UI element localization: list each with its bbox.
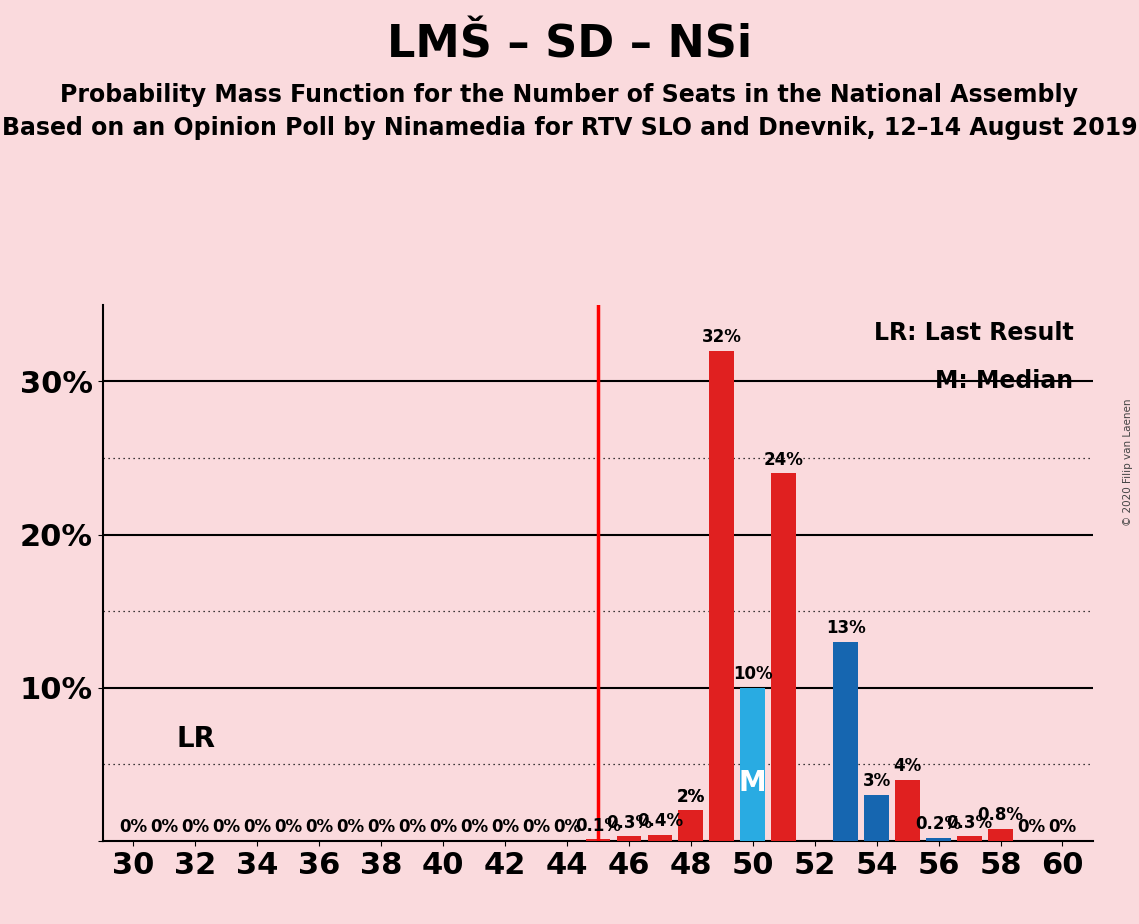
Text: Based on an Opinion Poll by Ninamedia for RTV SLO and Dnevnik, 12–14 August 2019: Based on an Opinion Poll by Ninamedia fo… bbox=[1, 116, 1138, 140]
Text: 0%: 0% bbox=[305, 819, 334, 836]
Text: LMŠ – SD – NSi: LMŠ – SD – NSi bbox=[387, 23, 752, 67]
Text: M: M bbox=[739, 769, 767, 796]
Text: 0%: 0% bbox=[460, 819, 489, 836]
Text: 0%: 0% bbox=[522, 819, 550, 836]
Text: Probability Mass Function for the Number of Seats in the National Assembly: Probability Mass Function for the Number… bbox=[60, 83, 1079, 107]
Bar bbox=[834, 642, 858, 841]
Text: 0%: 0% bbox=[244, 819, 271, 836]
Bar bbox=[989, 829, 1013, 841]
Bar bbox=[585, 839, 611, 841]
Text: 0.1%: 0.1% bbox=[575, 817, 621, 834]
Text: 13%: 13% bbox=[826, 619, 866, 638]
Text: 0%: 0% bbox=[150, 819, 179, 836]
Bar bbox=[740, 687, 765, 841]
Bar bbox=[710, 351, 735, 841]
Text: 0.3%: 0.3% bbox=[606, 814, 652, 832]
Text: 0%: 0% bbox=[120, 819, 148, 836]
Text: 0%: 0% bbox=[367, 819, 395, 836]
Text: 32%: 32% bbox=[702, 328, 741, 346]
Text: 0%: 0% bbox=[274, 819, 302, 836]
Text: M: Median: M: Median bbox=[935, 370, 1074, 394]
Text: 0%: 0% bbox=[491, 819, 519, 836]
Text: 0%: 0% bbox=[399, 819, 426, 836]
Text: LR: LR bbox=[177, 725, 215, 753]
Text: 10%: 10% bbox=[734, 665, 772, 683]
Text: 0%: 0% bbox=[552, 819, 581, 836]
Bar bbox=[679, 810, 703, 841]
Text: 3%: 3% bbox=[862, 772, 891, 790]
Text: 4%: 4% bbox=[893, 757, 921, 775]
Text: 0%: 0% bbox=[212, 819, 240, 836]
Text: LR: Last Result: LR: Last Result bbox=[874, 321, 1074, 345]
Bar bbox=[895, 780, 920, 841]
Bar bbox=[647, 834, 672, 841]
Bar bbox=[679, 810, 703, 841]
Text: 2%: 2% bbox=[677, 787, 705, 806]
Text: 0%: 0% bbox=[1017, 819, 1046, 836]
Text: 0%: 0% bbox=[1048, 819, 1076, 836]
Text: 0%: 0% bbox=[336, 819, 364, 836]
Text: 24%: 24% bbox=[764, 451, 804, 468]
Bar bbox=[771, 473, 796, 841]
Text: 0%: 0% bbox=[181, 819, 210, 836]
Bar bbox=[616, 836, 641, 841]
Text: 2%: 2% bbox=[677, 787, 705, 806]
Text: 0%: 0% bbox=[429, 819, 457, 836]
Text: © 2020 Filip van Laenen: © 2020 Filip van Laenen bbox=[1123, 398, 1133, 526]
Text: 0.4%: 0.4% bbox=[637, 812, 683, 830]
Bar bbox=[957, 836, 982, 841]
Bar bbox=[926, 838, 951, 841]
Bar bbox=[865, 795, 890, 841]
Text: 0.8%: 0.8% bbox=[977, 806, 1024, 824]
Text: 0.3%: 0.3% bbox=[947, 814, 992, 832]
Text: 0.2%: 0.2% bbox=[916, 815, 961, 833]
